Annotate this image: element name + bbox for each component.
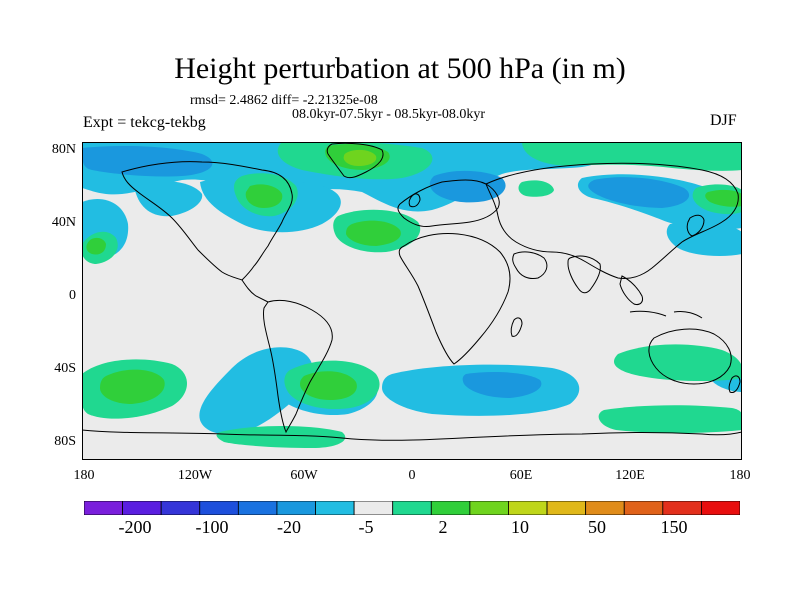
rmsd-stats: rmsd= 2.4862 diff= -2.21325e-08 bbox=[190, 93, 378, 108]
lon-label-60e: 60E bbox=[509, 468, 533, 483]
colorbar-swatch bbox=[276, 501, 316, 515]
height-perturbation-map bbox=[82, 142, 742, 460]
coastline-africa bbox=[398, 233, 511, 365]
lon-label-120e: 120E bbox=[615, 468, 645, 483]
coastline-antarctica bbox=[82, 429, 742, 441]
colorbar-swatch bbox=[199, 501, 239, 515]
coastlines bbox=[82, 142, 742, 441]
anomaly-pos-antarctic-east bbox=[598, 405, 742, 433]
colorbar-swatch bbox=[508, 501, 548, 515]
lat-label-0: 0 bbox=[69, 288, 76, 303]
anomaly-pos-s-indian bbox=[613, 344, 742, 381]
anomaly-neg-core-siberia bbox=[588, 177, 690, 208]
anomaly-pos-core-siberia bbox=[705, 189, 742, 207]
anomaly-neg-spacific bbox=[199, 347, 313, 435]
anomaly-neg-core-scandinavia bbox=[429, 170, 506, 203]
period-label: 08.0kyr-07.5kyr - 08.5kyr-08.0kyr bbox=[292, 107, 486, 122]
lon-label-180e: 180 bbox=[729, 468, 751, 483]
season-label: DJF bbox=[710, 112, 737, 129]
colorbar-swatch bbox=[585, 501, 625, 515]
coastline-uk bbox=[408, 193, 421, 208]
anomaly-pos-core-natlantic bbox=[346, 220, 401, 246]
anomaly-pos-core-npacific bbox=[86, 237, 106, 255]
anomaly-pos-core-spacific bbox=[100, 369, 165, 404]
colorbar-swatch bbox=[315, 501, 355, 515]
colorbar-swatch bbox=[662, 501, 702, 515]
colorbar-label-m20: -20 bbox=[277, 517, 301, 537]
coastline-india bbox=[567, 255, 601, 294]
anomaly-neg-npacific-east bbox=[666, 221, 742, 256]
colorbar-swatch bbox=[546, 501, 587, 515]
colorbar-label-150: 150 bbox=[660, 517, 688, 537]
colorbar-label-m5: -5 bbox=[358, 517, 374, 537]
coastline-japan bbox=[686, 214, 705, 237]
anomaly-pos-siberia bbox=[522, 142, 742, 171]
colorbar-label-m100: -100 bbox=[195, 517, 229, 537]
coastline-central-america bbox=[241, 279, 269, 303]
coastline-north-america bbox=[121, 161, 293, 281]
lat-label-80s: 80S bbox=[54, 434, 76, 449]
colorbar-swatch bbox=[701, 501, 740, 515]
plot-title: Height perturbation at 500 hPa (in m) bbox=[174, 52, 626, 85]
anomaly-pos-antarctic bbox=[216, 426, 346, 448]
anomaly-pos-core-hudson bbox=[245, 184, 283, 208]
lon-label-120w: 120W bbox=[177, 468, 213, 483]
lat-label-40n: 40N bbox=[51, 215, 76, 230]
colorbar-swatch bbox=[469, 501, 509, 515]
lon-label-0: 0 bbox=[408, 468, 416, 483]
colorbar-swatch bbox=[122, 501, 162, 515]
colorbar-swatch bbox=[430, 501, 471, 515]
anomaly-neg-core-arctic bbox=[82, 146, 213, 177]
coastline-greenland bbox=[326, 142, 384, 179]
coastline-se-asia bbox=[619, 275, 643, 305]
coastline-new-zealand bbox=[728, 375, 741, 393]
lat-label-80n: 80N bbox=[51, 142, 76, 157]
colorbar-label-2: 2 bbox=[438, 517, 448, 537]
anomaly-neg-nepacific bbox=[134, 180, 203, 217]
colorbar-label-50: 50 bbox=[588, 517, 606, 537]
lat-label-40s: 40S bbox=[54, 361, 76, 376]
coastline-indonesia bbox=[629, 310, 703, 319]
colorbar-swatch bbox=[623, 501, 664, 515]
anomaly-pos-n-africa-rim bbox=[518, 180, 554, 197]
coastline-asia bbox=[485, 162, 739, 279]
anomaly-neg-core-southern bbox=[462, 372, 542, 398]
map-frame bbox=[82, 142, 742, 460]
coastline-arabia bbox=[512, 251, 548, 279]
colorbar-swatch bbox=[84, 501, 123, 515]
colorbar-swatch bbox=[237, 501, 278, 515]
colorbar-label-10: 10 bbox=[511, 517, 529, 537]
colorbar-label-m200: -200 bbox=[118, 517, 152, 537]
coastline-south-america bbox=[263, 299, 333, 434]
anomaly-pos-max-greenland bbox=[343, 149, 377, 166]
experiment-label: Expt = tekcg-tekbg bbox=[83, 114, 206, 131]
coastline-madagascar bbox=[510, 317, 523, 337]
colorbar-swatch bbox=[160, 501, 201, 515]
colorbar bbox=[84, 501, 740, 515]
colorbar-swatch bbox=[353, 501, 394, 515]
anomaly-pos-core-satlantic bbox=[300, 371, 357, 400]
lon-label-60w: 60W bbox=[290, 468, 318, 483]
coastline-australia bbox=[648, 328, 732, 385]
lon-label-180w: 180 bbox=[73, 468, 95, 483]
coastline-europe bbox=[397, 179, 500, 227]
colorbar-swatch bbox=[392, 501, 432, 515]
